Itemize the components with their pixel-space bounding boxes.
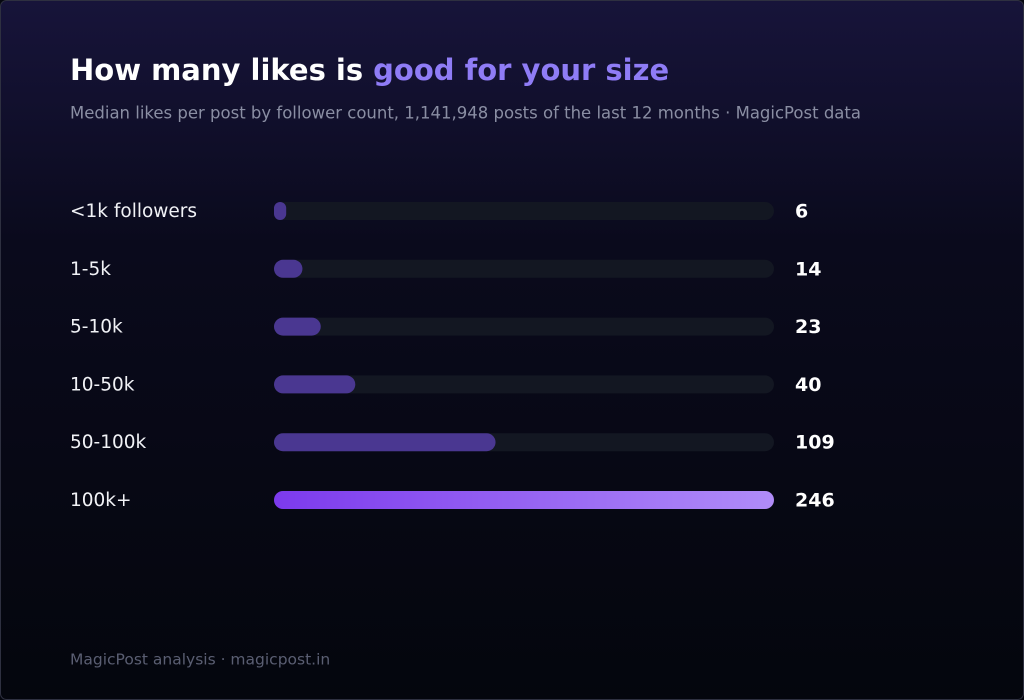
category-label: 100k+ — [70, 490, 132, 511]
subtitle: Median likes per post by follower count,… — [70, 104, 861, 123]
bar-track — [274, 375, 774, 394]
title-highlight: good for your size — [373, 53, 669, 87]
value-label: 14 — [795, 258, 821, 280]
bar-track — [274, 317, 774, 336]
value-label: 109 — [795, 432, 835, 454]
footer: MagicPost analysis · magicpost.in — [70, 651, 330, 669]
value-label: 6 — [795, 201, 808, 223]
category-label: 5-10k — [70, 317, 123, 338]
bar — [274, 259, 303, 278]
bar — [274, 202, 287, 220]
value-label: 40 — [795, 374, 821, 396]
value-label: 246 — [795, 490, 835, 512]
category-label: <1k followers — [70, 201, 197, 222]
bar — [274, 317, 321, 336]
bar-track — [274, 202, 774, 220]
chart-title: How many likes is good for your size — [70, 53, 669, 87]
title-main: How many likes is — [70, 53, 363, 87]
value-label: 23 — [795, 316, 821, 338]
bar-track — [274, 259, 774, 278]
category-label: 50-100k — [70, 432, 147, 453]
category-label: 10-50k — [70, 374, 135, 395]
bar — [274, 375, 356, 394]
bar — [274, 491, 774, 509]
category-label: 1-5k — [70, 259, 111, 280]
bar — [274, 433, 496, 452]
